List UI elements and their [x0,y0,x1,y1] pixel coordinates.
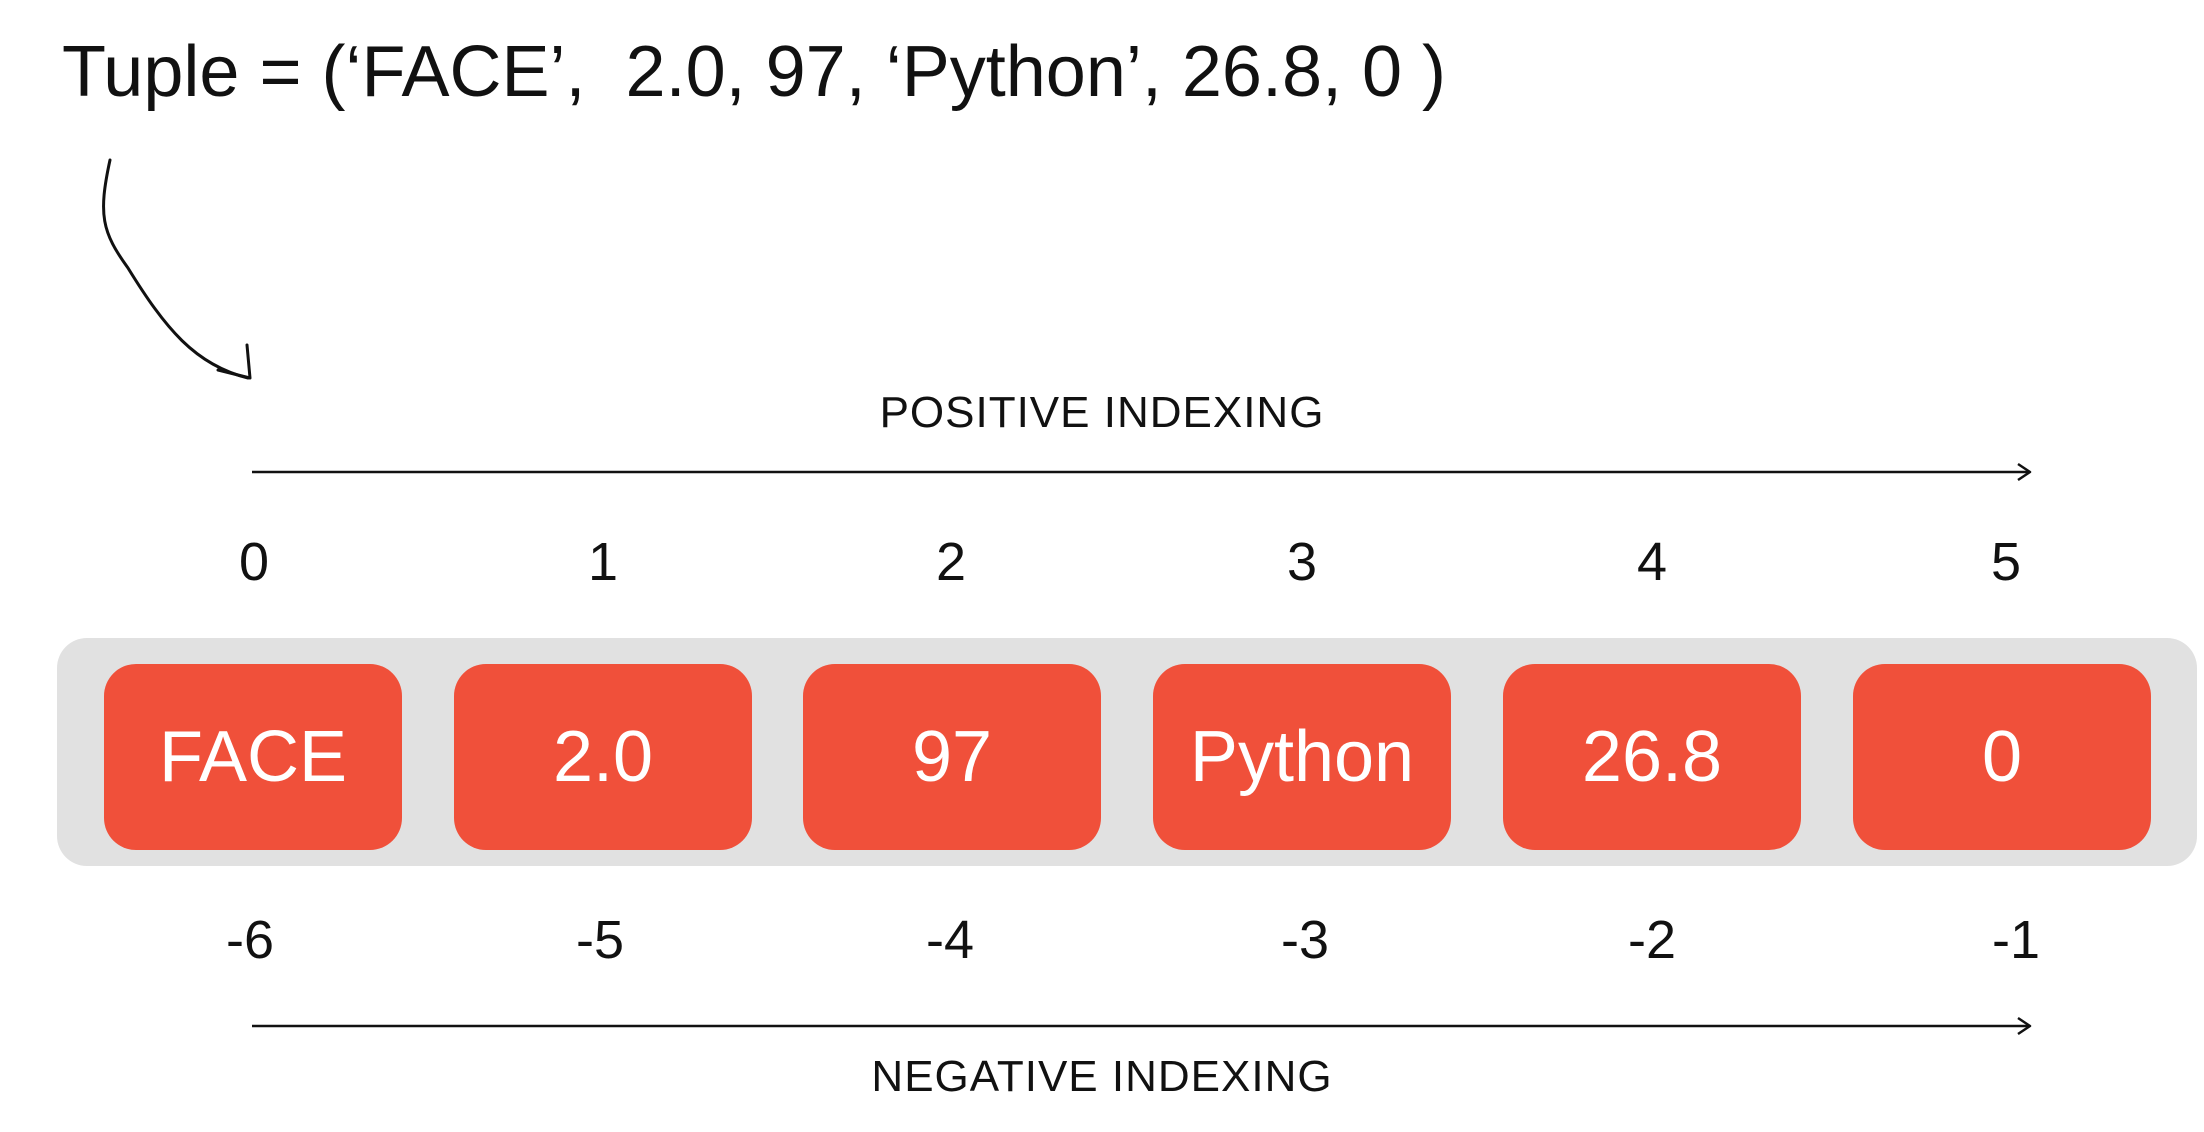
negative-index: -4 [925,910,974,970]
negative-index: -6 [225,910,274,970]
tuple-element: FACE [104,664,402,850]
positive-index: 2 [935,532,967,592]
negative-index: -1 [1991,910,2040,970]
tuple-element: 26.8 [1503,664,1801,850]
positive-index: 4 [1636,532,1668,592]
tuple-element: 2.0 [454,664,752,850]
tuple-definition: Tuple = (‘FACE’, 2.0, 97, ‘Python’, 26.8… [62,32,1447,112]
negative-index-row: -6 -5 -4 -3 -2 -1 [0,910,2204,970]
positive-indexing-label: POSITIVE INDEXING [879,388,1325,437]
tuple-element: 0 [1853,664,2151,850]
positive-index: 0 [238,532,270,592]
positive-index: 1 [587,532,619,592]
positive-index-row: 0 1 2 3 4 5 [0,532,2204,592]
tuple-element: 97 [803,664,1101,850]
tuple-container [57,638,2197,866]
tuple-element: Python [1153,664,1451,850]
negative-indexing-label: NEGATIVE INDEXING [871,1052,1333,1101]
positive-index: 3 [1286,532,1318,592]
negative-index: -5 [575,910,624,970]
negative-index: -3 [1280,910,1329,970]
negative-index: -2 [1627,910,1676,970]
positive-index: 5 [1990,532,2022,592]
